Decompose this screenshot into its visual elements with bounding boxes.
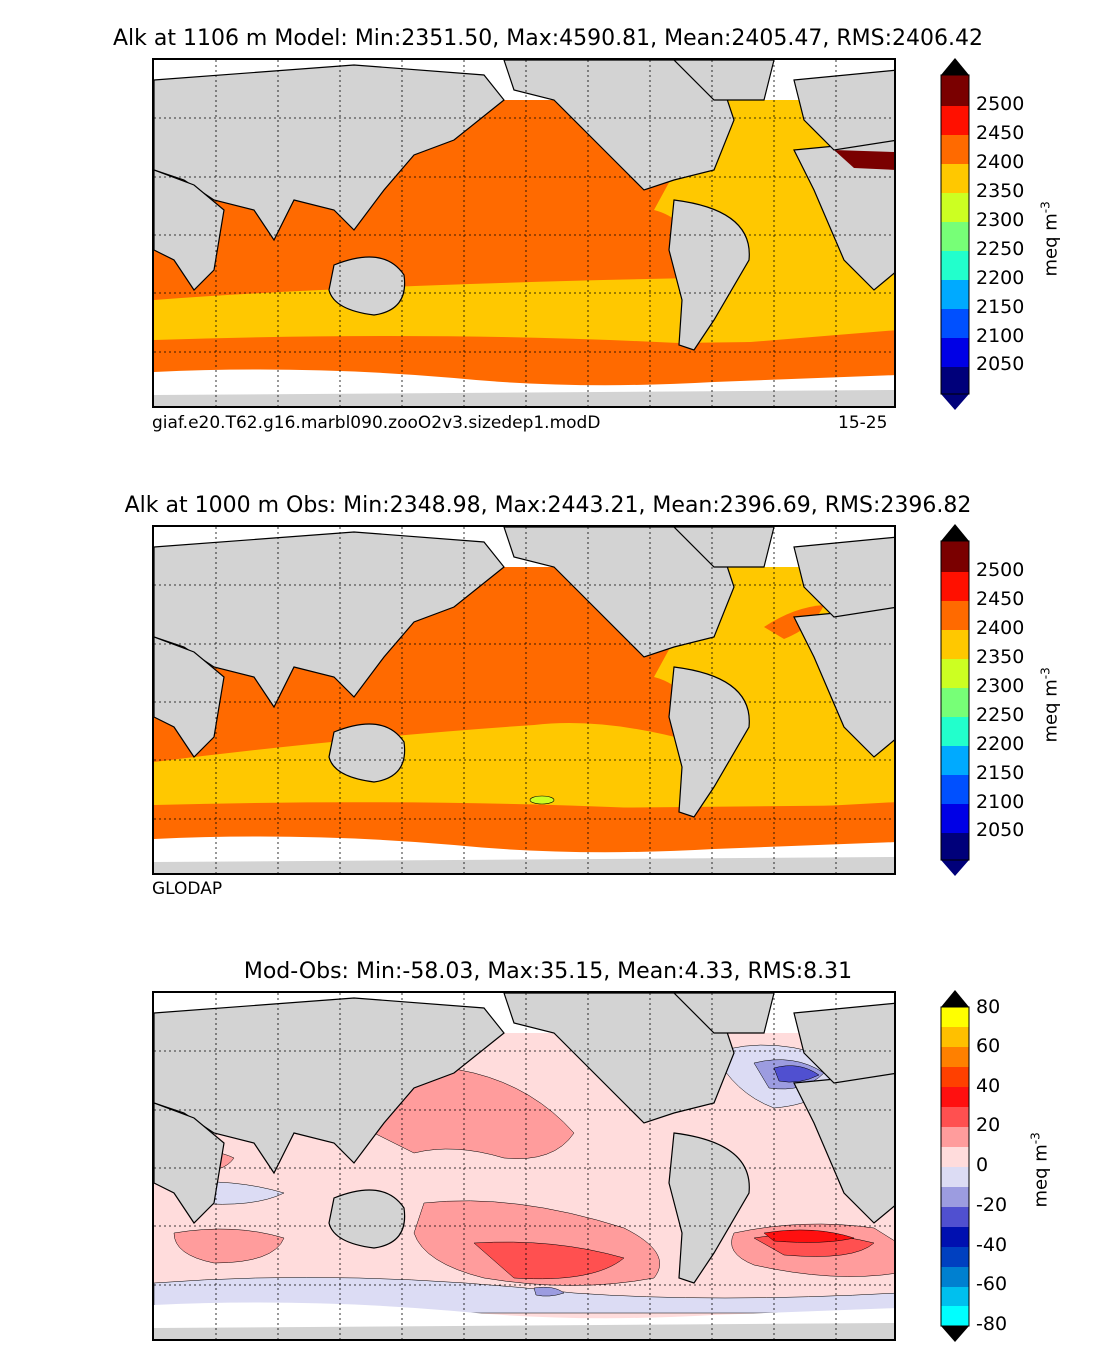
- panel3-tick-minus40: -40: [976, 1234, 1008, 1256]
- panel1-tick-2300: 2300: [976, 209, 1025, 231]
- panel2-tick-2150: 2150: [976, 762, 1025, 784]
- panel1-colorbar: [940, 58, 970, 410]
- panel3-tick-minus20: -20: [976, 1194, 1008, 1216]
- panel2-tick-2500: 2500: [976, 559, 1025, 581]
- panel2-tick-2400: 2400: [976, 617, 1025, 639]
- panel3-title: Mod-Obs: Min:-58.03, Max:35.15, Mean:4.3…: [243, 959, 853, 984]
- panel2-tick-2300: 2300: [976, 675, 1025, 697]
- panel1-tick-2150: 2150: [976, 296, 1025, 318]
- panel1-caption-left: giaf.e20.T62.g16.marbl090.zooO2v3.sizede…: [152, 413, 601, 433]
- panel2-title: Alk at 1000 m Obs: Min:2348.98, Max:2443…: [124, 493, 972, 518]
- panel1-tick-2100: 2100: [976, 325, 1025, 347]
- panel2-tick-2200: 2200: [976, 733, 1025, 755]
- panel2-tick-2450: 2450: [976, 588, 1025, 610]
- panel2-caption-left: GLODAP: [152, 879, 223, 899]
- panel1-map-model: [152, 58, 896, 408]
- panel2-unit-label: meq m-3: [1038, 667, 1062, 743]
- panel2-tick-2250: 2250: [976, 704, 1025, 726]
- panel2-map-obs: [152, 525, 896, 875]
- panel3-unit-label: meq m-3: [1028, 1132, 1052, 1208]
- panel2-colorbar: [940, 524, 970, 876]
- panel3-tick-80: 80: [976, 996, 1001, 1018]
- panel1-unit-label: meq m-3: [1038, 201, 1062, 277]
- panel1-tick-2450: 2450: [976, 122, 1025, 144]
- panel3-tick-60: 60: [976, 1035, 1001, 1057]
- panel2-tick-2350: 2350: [976, 646, 1025, 668]
- panel2-tick-2050: 2050: [976, 819, 1025, 841]
- panel1-tick-2350: 2350: [976, 180, 1025, 202]
- panel2-tick-2100: 2100: [976, 791, 1025, 813]
- panel1-caption-right: 15-25: [838, 413, 888, 433]
- panel1-tick-2250: 2250: [976, 238, 1025, 260]
- panel3-map-difference: [152, 991, 896, 1341]
- panel1-tick-2050: 2050: [976, 353, 1025, 375]
- panel3-tick-40: 40: [976, 1075, 1001, 1097]
- panel3-tick-minus60: -60: [976, 1273, 1008, 1295]
- panel3-tick-minus80: -80: [976, 1313, 1008, 1335]
- panel1-tick-2500: 2500: [976, 93, 1025, 115]
- panel3-tick-20: 20: [976, 1114, 1001, 1136]
- panel3-tick-0: 0: [976, 1154, 989, 1176]
- panel1-title: Alk at 1106 m Model: Min:2351.50, Max:45…: [112, 26, 984, 51]
- panel1-tick-2400: 2400: [976, 151, 1025, 173]
- panel3-colorbar: [940, 990, 970, 1342]
- panel1-tick-2200: 2200: [976, 267, 1025, 289]
